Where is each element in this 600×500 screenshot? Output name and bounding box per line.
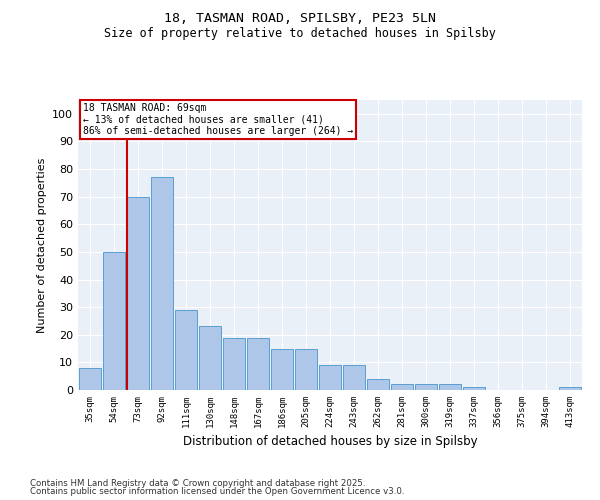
Bar: [247, 338, 269, 390]
Bar: [103, 252, 125, 390]
Bar: [127, 196, 149, 390]
X-axis label: Distribution of detached houses by size in Spilsby: Distribution of detached houses by size …: [182, 436, 478, 448]
Text: 18 TASMAN ROAD: 69sqm
← 13% of detached houses are smaller (41)
86% of semi-deta: 18 TASMAN ROAD: 69sqm ← 13% of detached …: [83, 103, 353, 136]
Bar: [367, 379, 389, 390]
Bar: [391, 384, 413, 390]
Bar: [199, 326, 221, 390]
Bar: [559, 387, 581, 390]
Bar: [79, 368, 101, 390]
Text: Contains HM Land Registry data © Crown copyright and database right 2025.: Contains HM Land Registry data © Crown c…: [30, 478, 365, 488]
Bar: [151, 178, 173, 390]
Bar: [271, 348, 293, 390]
Bar: [415, 384, 437, 390]
Bar: [223, 338, 245, 390]
Bar: [463, 387, 485, 390]
Text: 18, TASMAN ROAD, SPILSBY, PE23 5LN: 18, TASMAN ROAD, SPILSBY, PE23 5LN: [164, 12, 436, 26]
Text: Contains public sector information licensed under the Open Government Licence v3: Contains public sector information licen…: [30, 487, 404, 496]
Bar: [343, 365, 365, 390]
Bar: [295, 348, 317, 390]
Y-axis label: Number of detached properties: Number of detached properties: [37, 158, 47, 332]
Bar: [175, 310, 197, 390]
Bar: [439, 384, 461, 390]
Text: Size of property relative to detached houses in Spilsby: Size of property relative to detached ho…: [104, 28, 496, 40]
Bar: [319, 365, 341, 390]
